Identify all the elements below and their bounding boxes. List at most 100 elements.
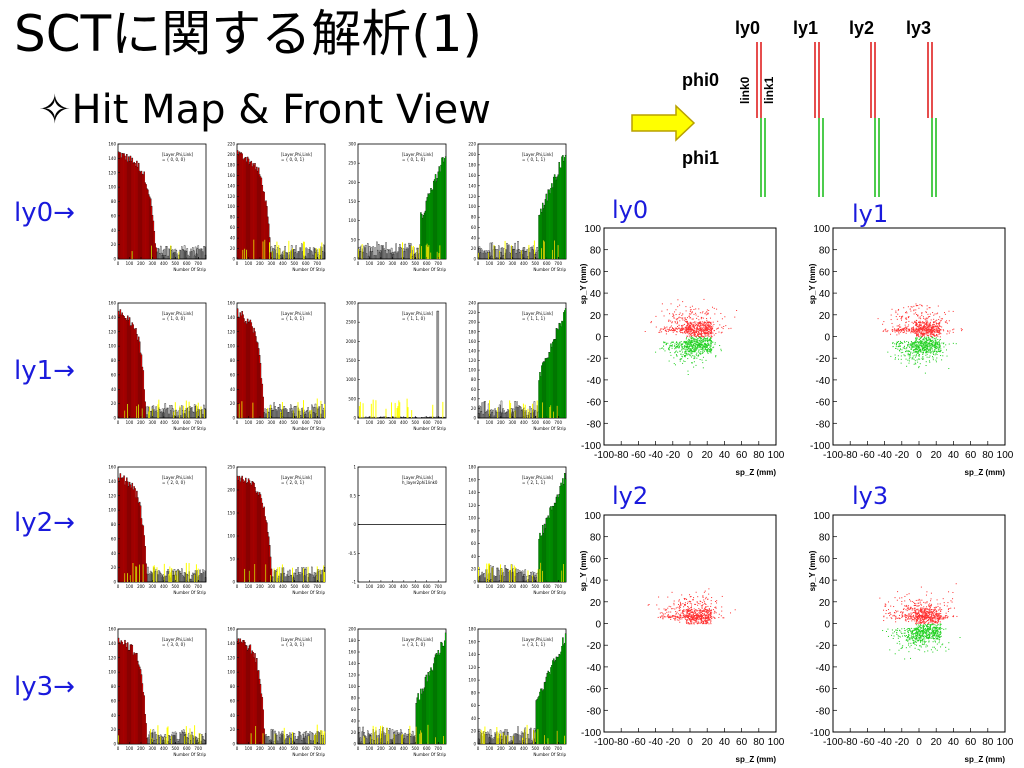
histogram-bar <box>163 248 166 260</box>
front-view-y-tick-label: 60 <box>819 267 831 278</box>
front-view-point-phi0 <box>913 330 915 332</box>
front-view-point-phi0 <box>937 312 939 314</box>
front-view-point-phi0 <box>686 317 688 319</box>
front-view-point-phi0 <box>711 597 713 599</box>
front-view-point-phi1 <box>910 352 912 354</box>
front-view-point-phi0 <box>679 312 681 314</box>
front-view-point-phi0 <box>925 320 927 322</box>
front-view-point-phi0 <box>721 331 723 333</box>
front-view-point-phi0 <box>918 325 920 327</box>
front-view-point-phi0 <box>708 588 710 590</box>
front-view-point-phi1 <box>932 353 934 355</box>
front-view-point-phi0 <box>949 330 951 332</box>
histogram-bars <box>236 150 326 260</box>
front-view-point-phi0 <box>935 326 937 328</box>
front-view-point-phi0 <box>666 611 668 613</box>
front-view-point-phi1 <box>894 343 896 345</box>
front-view-point-phi1 <box>913 343 915 345</box>
front-view-point-phi1 <box>695 364 697 366</box>
front-view-point-phi0 <box>667 328 669 330</box>
histogram-y-tick-label: 150 <box>348 199 356 204</box>
front-view-point-phi1 <box>917 352 919 354</box>
front-view-point-phi1 <box>935 361 937 363</box>
front-view-point-phi0 <box>650 322 652 324</box>
front-view-point-phi1 <box>691 349 693 351</box>
front-view-point-phi1 <box>710 337 712 339</box>
front-view-point-phi1 <box>910 341 912 343</box>
front-view-point-phi0 <box>661 328 663 330</box>
row-label-ly3: ly3→ <box>14 672 75 702</box>
front-view-point-phi1 <box>903 346 905 348</box>
histogram-bar <box>383 248 385 260</box>
front-view-point-phi1 <box>939 344 941 346</box>
front-view-point-phi1 <box>940 355 942 357</box>
front-view-point-phi0 <box>915 322 917 324</box>
histogram-y-tick-label: 300 <box>348 142 356 147</box>
front-view-point-phi1 <box>686 341 688 343</box>
front-view-point-phi1 <box>904 341 906 343</box>
front-view-point-phi0 <box>917 315 919 317</box>
front-view-point-phi0 <box>690 309 692 311</box>
front-view-point-phi0 <box>948 320 950 322</box>
front-view-point-phi0 <box>711 329 713 331</box>
front-view-point-phi1 <box>902 347 904 349</box>
front-view-point-phi0 <box>658 596 660 598</box>
front-view-point-phi0 <box>921 313 923 315</box>
front-view-point-phi1 <box>898 349 900 351</box>
front-view-point-phi0 <box>697 335 699 337</box>
histogram-bar <box>479 252 482 260</box>
front-view-point-phi1 <box>933 338 935 340</box>
histogram-bar <box>517 241 519 260</box>
histogram-bar <box>159 253 161 260</box>
histogram-bar <box>189 251 191 260</box>
front-view-point-phi1 <box>923 337 925 339</box>
histogram-y-tick-label: 20 <box>471 246 477 251</box>
front-view-point-phi1 <box>918 349 920 351</box>
front-view-point-phi1 <box>900 352 902 354</box>
front-view-point-phi1 <box>907 352 909 354</box>
front-view-point-phi0 <box>691 318 693 320</box>
histogram-bar <box>389 252 392 260</box>
histogram-x-tick-label: 100 <box>245 261 253 266</box>
front-view-point-phi0 <box>685 330 687 332</box>
histogram-bar <box>190 248 192 260</box>
front-view-point-phi0 <box>927 321 929 323</box>
front-view-point-phi0 <box>905 328 907 330</box>
front-view-point-phi1 <box>911 344 913 346</box>
front-view-point-phi0 <box>705 314 707 316</box>
front-view-x-tick-label: 40 <box>948 450 960 461</box>
front-view-point-phi1 <box>705 359 707 361</box>
histogram-y-tick-label: 100 <box>108 185 116 190</box>
front-view-point-phi0 <box>930 326 932 328</box>
front-view-point-phi0 <box>683 328 685 330</box>
front-view-point-phi0 <box>904 326 906 328</box>
histogram-bar <box>183 245 186 260</box>
front-view-point-phi1 <box>897 348 899 350</box>
front-view-point-phi0 <box>689 596 691 598</box>
front-view-point-phi0 <box>919 327 921 329</box>
front-view-x-tick-label: 80 <box>753 450 765 461</box>
front-view-y-tick-label: 40 <box>819 289 831 300</box>
front-view-point-phi1 <box>932 339 934 341</box>
histogram-bar <box>175 250 178 260</box>
front-view-point-phi1 <box>687 374 689 376</box>
front-view-point-phi1 <box>899 348 901 350</box>
front-view-point-phi0 <box>710 325 712 327</box>
front-view-point-phi0 <box>702 317 704 319</box>
front-view-point-phi0 <box>686 324 688 326</box>
front-view-point-phi0 <box>902 332 904 334</box>
front-view-point-phi0 <box>895 316 897 318</box>
front-view-point-phi1 <box>694 338 696 340</box>
front-view-point-phi1 <box>671 344 673 346</box>
front-view-point-phi1 <box>897 341 899 343</box>
front-view-x-tick-label: -20 <box>666 450 681 461</box>
front-view-point-phi1 <box>699 337 701 339</box>
front-view-point-phi1 <box>707 350 709 352</box>
front-view-point-phi1 <box>919 358 921 360</box>
front-view-point-phi0 <box>664 330 666 332</box>
front-view-x-tick-label: 20 <box>702 450 714 461</box>
front-view-point-phi1 <box>936 346 938 348</box>
histogram-y-tick-label: 200 <box>227 152 235 157</box>
front-view-point-phi0 <box>908 324 910 326</box>
front-view-point-phi0 <box>682 313 684 315</box>
